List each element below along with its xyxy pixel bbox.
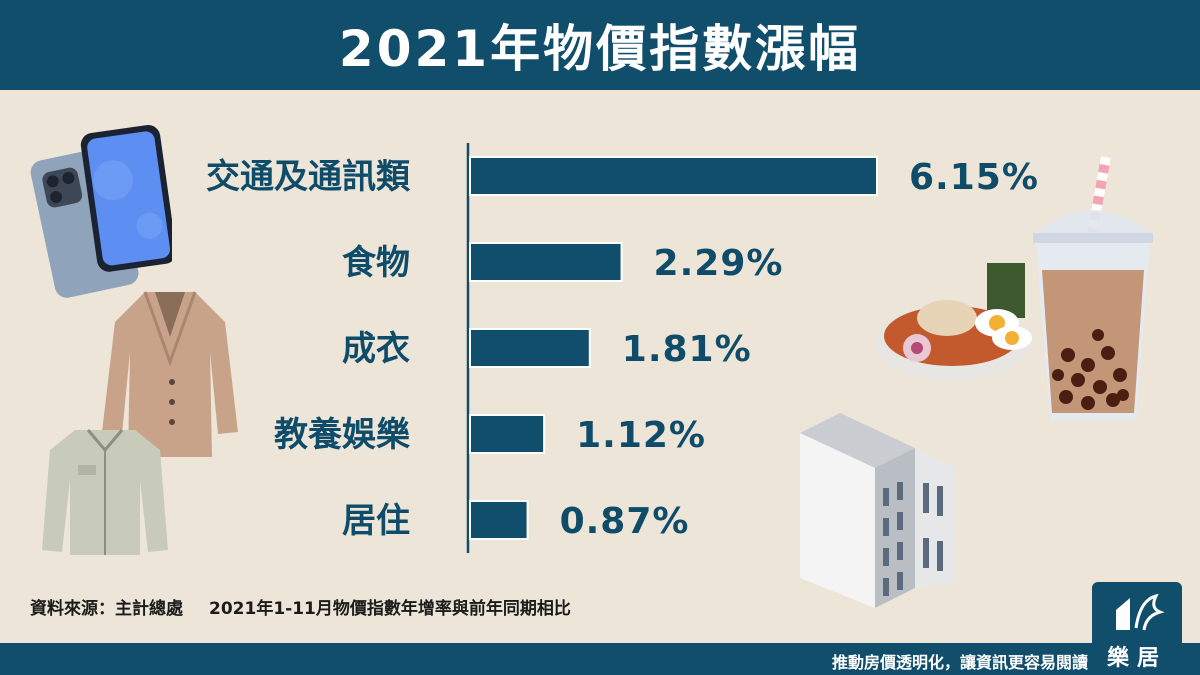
- source-label: 資料來源：主計總處: [30, 599, 183, 619]
- footer-slogan: 推動房價透明化，讓資訊更容易閱讀: [831, 653, 1088, 672]
- category-label: 食物: [342, 243, 410, 283]
- category-label: 交通及通訊類: [206, 157, 411, 197]
- value-label: 6.15%: [909, 157, 1039, 198]
- value-label: 0.87%: [560, 501, 690, 542]
- bar-4: [469, 500, 529, 540]
- brand-logo: 樂居: [1092, 582, 1182, 675]
- bar-0: [469, 156, 878, 196]
- logo-mark-icon: [1116, 593, 1165, 631]
- footer-bar: 推動房價透明化，讓資訊更容易閱讀: [0, 643, 1200, 675]
- shirt-icon: [42, 429, 168, 555]
- logo-text: 樂居: [1106, 646, 1167, 671]
- source-description: 2021年1-11月物價指數年增率與前年同期相比: [209, 599, 571, 619]
- category-label: 教養娛樂: [274, 415, 411, 455]
- ramen-bowl-icon: [874, 263, 1032, 381]
- category-label: 居住: [342, 501, 410, 541]
- source-note: 資料來源：主計總處 2021年1-11月物價指數年增率與前年同期相比: [30, 594, 571, 619]
- bar-1: [469, 242, 623, 282]
- value-label: 1.81%: [622, 329, 752, 370]
- header-banner: 2021年物價指數漲幅: [0, 0, 1200, 90]
- bubble-tea-icon: [1033, 156, 1153, 420]
- building-icon: [800, 413, 955, 608]
- coat-icon: [102, 291, 238, 457]
- value-label: 1.12%: [576, 415, 706, 456]
- category-label: 成衣: [342, 329, 410, 369]
- bar-3: [469, 414, 546, 454]
- smartphone-icon: [30, 125, 172, 298]
- page-title: 2021年物價指數漲幅: [338, 20, 862, 78]
- bar-2: [469, 328, 591, 368]
- value-label: 2.29%: [654, 243, 784, 284]
